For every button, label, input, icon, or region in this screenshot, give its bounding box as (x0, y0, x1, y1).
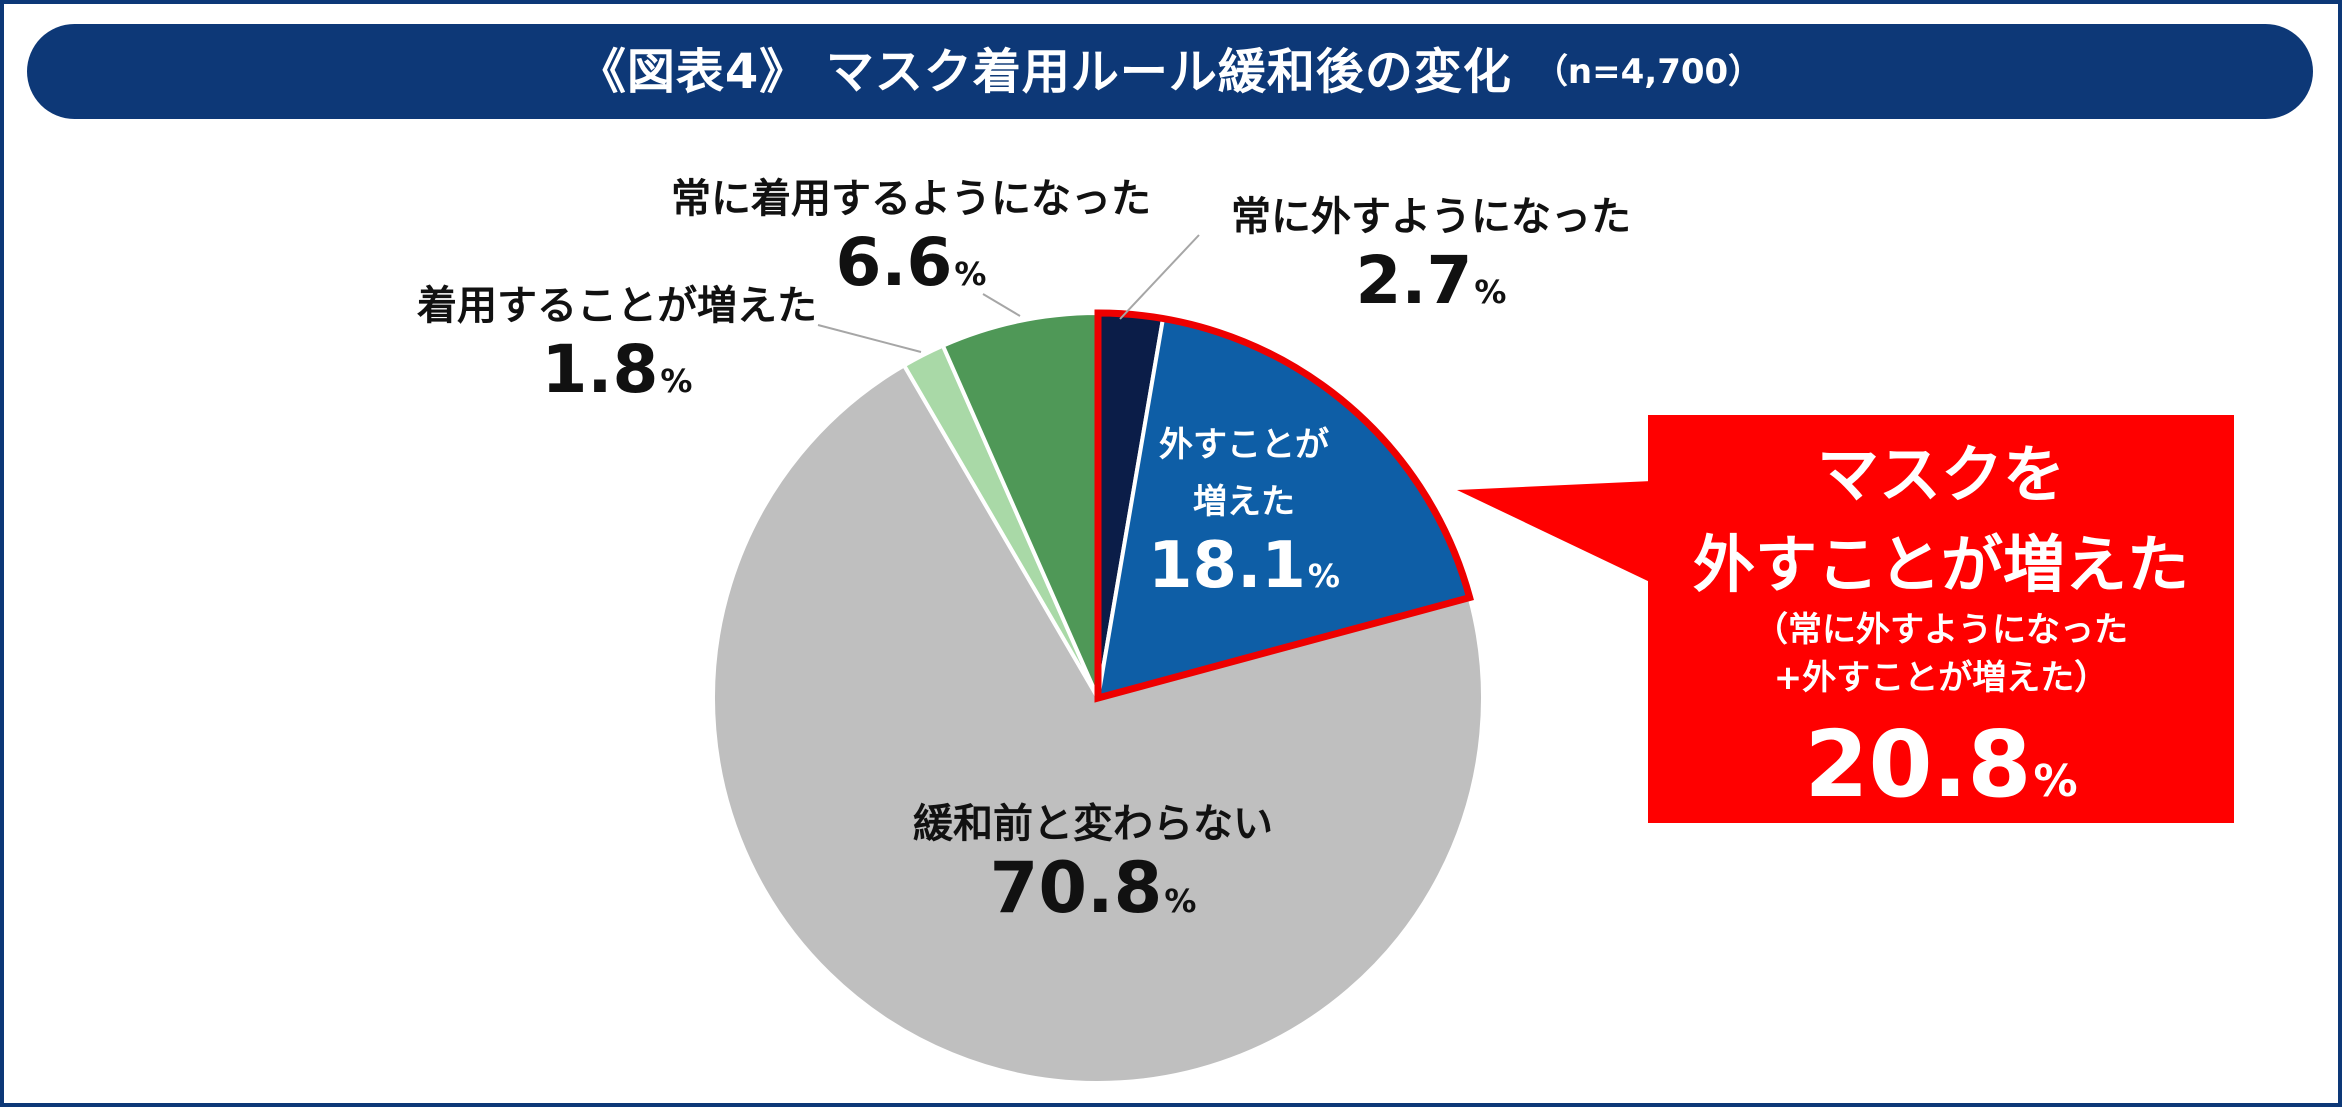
pie-slice-unchanged (711, 363, 1485, 1085)
pie-slices (711, 311, 1485, 1085)
label-wear-more-text: 着用することが増えた (417, 283, 817, 329)
callout-note-line2: +外すことが増えた） (1773, 658, 2109, 698)
value-number: 6.6 (835, 224, 953, 301)
pie-slice-always-wear (940, 311, 1100, 700)
value-number: 70.8 (989, 847, 1163, 929)
callout-value: 20.8% (1648, 713, 2234, 834)
highlight-group (1094, 309, 1474, 703)
percent-sign: % (660, 362, 693, 400)
label-always-remove-text: 常に外すようになった (1231, 194, 1631, 240)
label-remove-more-text-line1: 外すことが (1159, 425, 1329, 465)
callout-pointer (1457, 481, 1652, 583)
label-wear-more: 着用することが増えた 1.8% (417, 282, 817, 417)
chart-title: 《図表4》 マスク着用ルール緩和後の変化 (577, 43, 1512, 100)
label-unchanged-value: 70.8% (913, 852, 1273, 937)
leader-line-always-remove (1119, 234, 1200, 320)
callout-heading-line2: 外すことが増えた (1692, 528, 2189, 601)
leader-lines (817, 234, 1200, 353)
label-always-wear-value: 6.6% (671, 227, 1151, 310)
label-remove-more-value: 18.1% (1148, 531, 1340, 611)
value-number: 1.8 (541, 331, 659, 408)
label-always-wear-text: 常に着用するようになった (671, 176, 1151, 222)
value-number: 20.8 (1804, 711, 2032, 818)
percent-sign: % (2033, 756, 2078, 807)
percent-sign: % (1307, 557, 1340, 595)
highlight-outline (1094, 309, 1474, 703)
leader-line-always-wear (982, 293, 1021, 317)
callout-note-line1: （常に外すようになった (1754, 610, 2128, 650)
percent-sign: % (1164, 882, 1197, 920)
callout-heading-line1: マスクを (1816, 438, 2065, 511)
label-remove-more: 外すことが 増えた 18.1% (1148, 417, 1340, 611)
callout-box: マスクを 外すことが増えた （常に外すようになった +外すことが増えた） 20.… (1648, 415, 2234, 823)
label-wear-more-value: 1.8% (417, 334, 817, 417)
value-number: 18.1 (1148, 529, 1306, 603)
value-number: 2.7 (1355, 242, 1473, 319)
label-always-remove-value: 2.7% (1231, 245, 1631, 328)
label-unchanged-text: 緩和前と変わらない (913, 801, 1273, 847)
leader-line-wear-more (817, 324, 922, 353)
label-always-wear: 常に着用するようになった 6.6% (671, 175, 1151, 310)
title-bar: 《図表4》 マスク着用ルール緩和後の変化 （n=4,700） (27, 24, 2313, 119)
label-unchanged: 緩和前と変わらない 70.8% (913, 800, 1273, 937)
percent-sign: % (1474, 273, 1507, 311)
percent-sign: % (954, 255, 987, 293)
label-always-remove: 常に外すようになった 2.7% (1231, 193, 1631, 328)
label-remove-more-text-line2: 増えた (1193, 482, 1295, 522)
sample-size-note: （n=4,700） (1533, 51, 1763, 92)
